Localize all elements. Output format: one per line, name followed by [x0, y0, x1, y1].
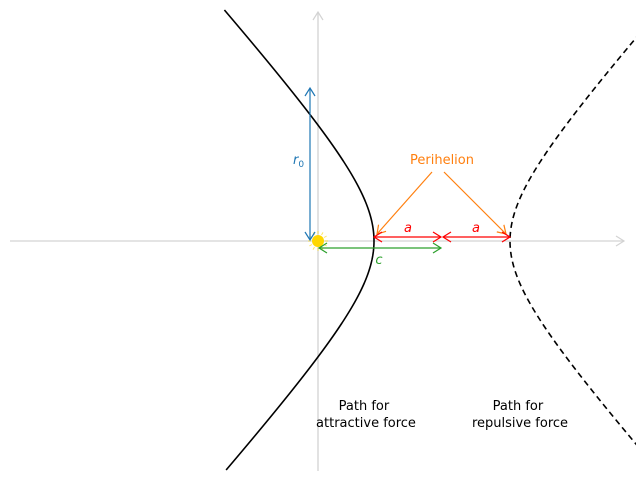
repulsive-caption-line1: Path for: [493, 399, 544, 414]
perihelion-pointer-left: [376, 171, 433, 235]
repulsive-caption-line2: repulsive force: [472, 416, 568, 431]
c-label: c: [375, 253, 382, 268]
attractive-caption: Path for attractive force: [316, 399, 416, 431]
a-label-right: a: [472, 221, 480, 236]
repulsive-caption: Path for repulsive force: [472, 399, 568, 431]
perihelion-pointer-right: [443, 171, 507, 235]
attractive-caption-line2: attractive force: [316, 416, 416, 431]
perihelion-label: Perihelion: [410, 153, 474, 168]
attractive-caption-line1: Path for: [339, 399, 390, 414]
r0-label: r0: [293, 153, 304, 170]
a-label-left: a: [404, 221, 412, 236]
